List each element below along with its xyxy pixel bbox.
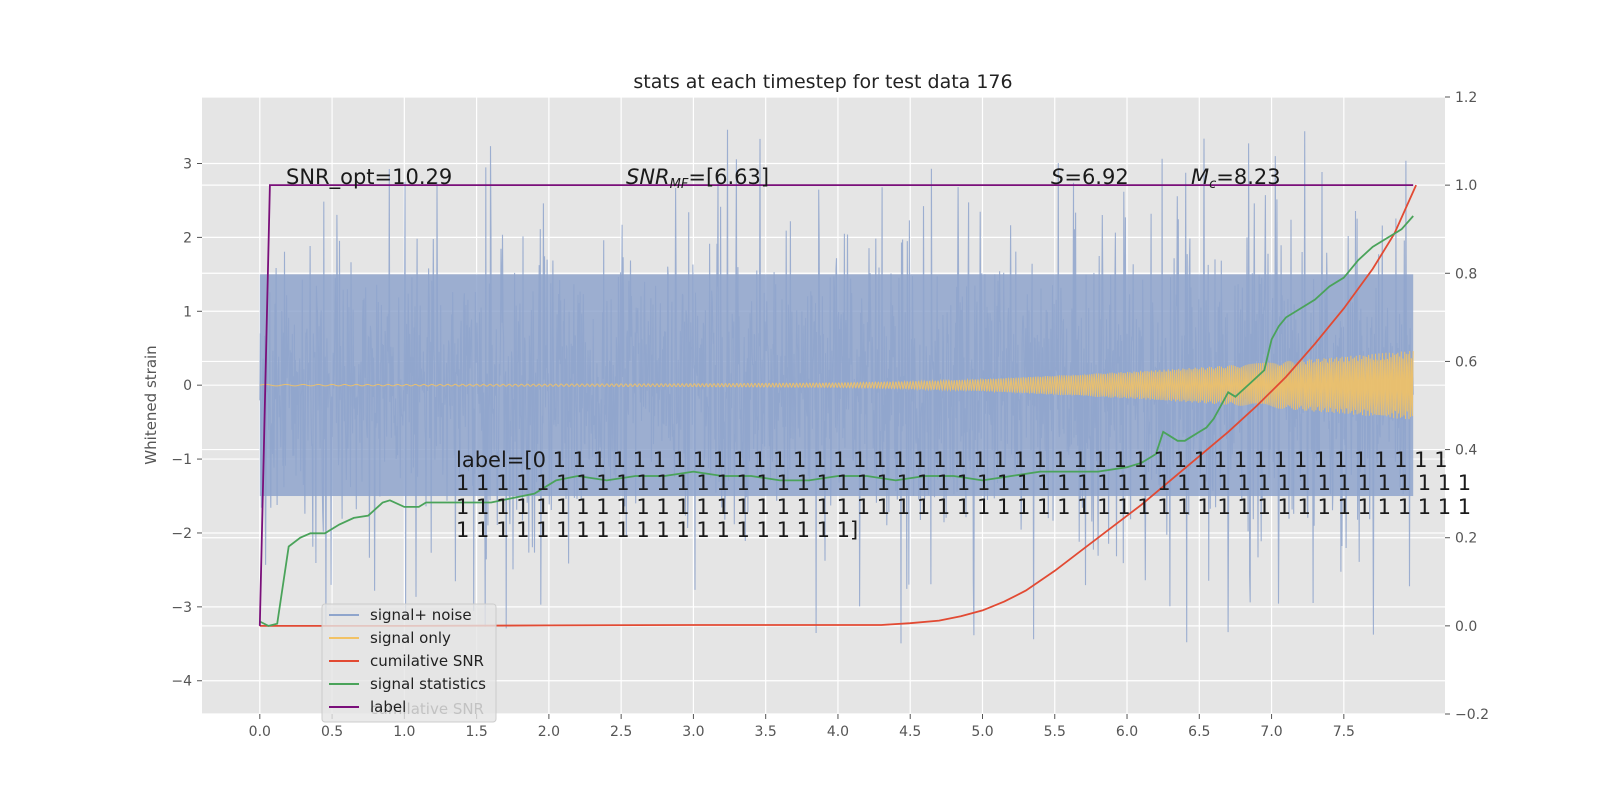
label-line-4: 1 1 1 1 1 1 1 1 1 1 1 1 1 1 1 1 1 1 1 1]	[456, 518, 858, 542]
x-tick-label: 0.0	[249, 724, 271, 740]
x-tick-label: 3.5	[755, 724, 777, 740]
chart-title: stats at each timestep for test data 176	[633, 71, 1012, 93]
y-tick-label: 2	[183, 230, 192, 246]
x-tick-label: 6.5	[1188, 724, 1210, 740]
legend-box	[321, 603, 497, 723]
y-tick-label: 3	[183, 157, 192, 173]
series-line-cumilative-SNR	[259, 184, 1417, 627]
y2-tick-label: −0.2	[1455, 707, 1489, 723]
y-tick-label: −4	[171, 674, 192, 690]
y2-tick-label: 0.2	[1455, 531, 1477, 547]
legend-label: signal+ noise	[370, 606, 472, 624]
y2-tick-label: 1.2	[1455, 90, 1477, 106]
signal-only-line	[259, 350, 1414, 420]
x-tick-label: 4.5	[899, 724, 921, 740]
legend-label: signal statistics	[370, 675, 486, 693]
annotation-mc: Mc=8.23	[1191, 165, 1281, 192]
y-tick-label: −2	[171, 526, 192, 542]
y-tick-label: 1	[183, 304, 192, 320]
axis-ticks: 0.0 0.5 1.0 1.5 2.0 2.5 3.0 3.5 4.0 4.5 5.0 5.5 6.0 6…	[171, 90, 1489, 740]
x-tick-label: 2.5	[610, 724, 632, 740]
legend: cumilative SNR signal+ noise signal only c…	[321, 603, 497, 723]
legend-ghost-text: cumilative SNR	[370, 700, 484, 718]
series-signal-only	[259, 350, 1414, 420]
x-tick-label: 1.0	[393, 724, 415, 740]
label-line-1: label=[0 1 1 1 1 1 1 1 1 1 1 1 1 1 1 1 1…	[456, 448, 1448, 472]
y-axis-label: Whitened strain	[142, 345, 160, 464]
legend-label: label	[370, 698, 406, 716]
annotation-snr-mf: SNRMF=[6.63]	[626, 165, 769, 192]
y-tick-label: −3	[171, 600, 192, 616]
x-tick-label: 3.0	[682, 724, 704, 740]
x-tick-label: 1.5	[465, 724, 487, 740]
annotation-snr-opt: SNR_opt=10.29	[286, 165, 452, 190]
y2-tick-label: 0.6	[1455, 354, 1477, 370]
x-tick-label: 5.0	[971, 724, 993, 740]
x-tick-label: 7.0	[1260, 724, 1282, 740]
annotation-s: S=6.92	[1051, 165, 1129, 189]
y2-tick-label: 0.4	[1455, 443, 1477, 459]
label-line-2: 1 1 1 1 1 1 1 1 1 1 1 1 1 1 1 1 1 1 1 1 …	[456, 471, 1471, 495]
x-tick-label: 6.0	[1116, 724, 1138, 740]
x-tick-label: 2.0	[538, 724, 560, 740]
legend-label: signal only	[370, 629, 451, 647]
series-line-signal-statistics	[259, 215, 1414, 627]
y2-tick-label: 1.0	[1455, 178, 1477, 194]
label-line-3: 1 1 1 1 1 1 1 1 1 1 1 1 1 1 1 1 1 1 1 1 …	[456, 495, 1471, 519]
y2-tick-label: 0.8	[1455, 266, 1477, 282]
y2-tick-label: 0.0	[1455, 619, 1477, 635]
y-tick-label: 0	[183, 378, 192, 394]
x-tick-label: 4.0	[827, 724, 849, 740]
series-lines	[258, 184, 1417, 627]
legend-label: cumilative SNR	[370, 652, 484, 670]
annotation-label-array: label=[0 1 1 1 1 1 1 1 1 1 1 1 1 1 1 1 1…	[456, 448, 1471, 542]
x-tick-label: 5.5	[1044, 724, 1066, 740]
x-tick-label: 7.5	[1333, 724, 1355, 740]
legend-entries: signal+ noise signal only cumilative SNR si…	[329, 606, 486, 716]
y-tick-label: −1	[171, 452, 192, 468]
series-line-label	[258, 184, 1414, 626]
x-tick-label: 0.5	[321, 724, 343, 740]
